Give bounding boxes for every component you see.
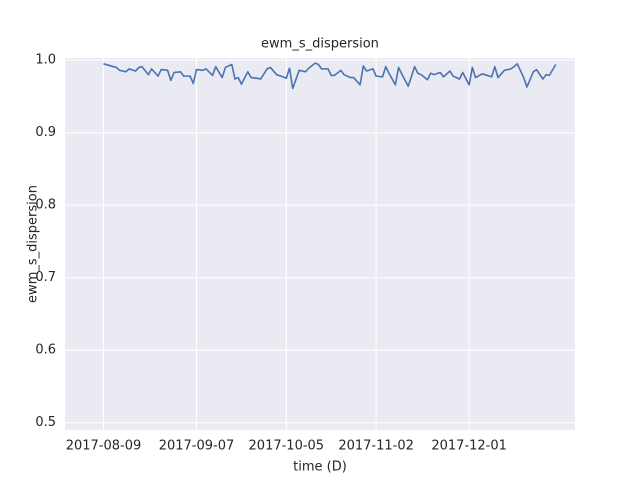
chart-title: ewm_s_dispersion — [261, 37, 379, 52]
plot-area — [65, 58, 575, 430]
x-tick-label: 2017-11-02 — [338, 439, 414, 454]
y-axis-label: ewm_s_dispersion — [26, 185, 41, 303]
x-tick-label: 2017-08-09 — [66, 439, 142, 454]
y-tick-label: 0.8 — [35, 198, 56, 213]
x-axis-label: time (D) — [293, 460, 347, 475]
y-tick-label: 0.5 — [35, 415, 56, 430]
y-tick-label: 1.0 — [35, 53, 56, 68]
line — [103, 62, 557, 90]
x-tick-label: 2017-12-01 — [431, 439, 507, 454]
y-tick-label: 0.6 — [35, 343, 56, 358]
y-tick-label: 0.9 — [35, 125, 56, 140]
x-tick-label: 2017-09-07 — [159, 439, 235, 454]
x-tick-label: 2017-10-05 — [249, 439, 325, 454]
y-tick-label: 0.7 — [35, 270, 56, 285]
